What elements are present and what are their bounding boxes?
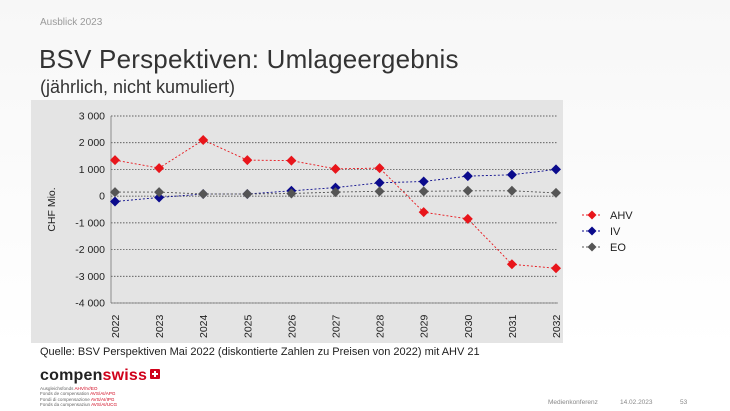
logo-line: Fondi di compensazione AVS/AI/IPG bbox=[40, 397, 160, 402]
data-point-iv bbox=[462, 171, 473, 182]
footer-page-number: 53 bbox=[680, 399, 688, 406]
data-point-eo bbox=[198, 189, 209, 200]
data-point-ahv bbox=[551, 263, 561, 274]
logo-line-text: Fonds de compensation bbox=[40, 391, 91, 397]
logo-line: Ausgleichsfonds AHV/IV/EO bbox=[40, 386, 160, 391]
y-tick-label: 3 000 bbox=[79, 111, 105, 123]
legend-label: EO bbox=[610, 242, 626, 254]
logo-word-a: compen bbox=[40, 367, 103, 384]
logo-line-text: Fondi di compensazione bbox=[40, 396, 91, 402]
data-point-ahv bbox=[198, 135, 209, 146]
x-tick-label: 2028 bbox=[375, 314, 387, 338]
data-point-ahv bbox=[242, 155, 253, 166]
x-tick-label: 2031 bbox=[507, 314, 519, 338]
footer-date: 14.02.2023 bbox=[620, 399, 653, 406]
series-line-ahv bbox=[114, 139, 557, 269]
data-point-ahv bbox=[418, 207, 429, 218]
swiss-cross-icon bbox=[150, 369, 161, 379]
y-tick-label: -1 000 bbox=[75, 217, 105, 229]
data-point-eo bbox=[242, 189, 253, 200]
logo-line-code: AHV/IV/EO bbox=[74, 386, 98, 391]
x-tick-label: 2025 bbox=[242, 314, 254, 338]
legend-marker bbox=[587, 242, 597, 252]
slide-subtitle: (jährlich, nicht kumuliert) bbox=[40, 77, 236, 97]
data-point-iv bbox=[418, 176, 429, 187]
y-tick-label: 2 000 bbox=[79, 137, 105, 149]
legend-label: IV bbox=[610, 226, 621, 238]
x-tick-label: 2030 bbox=[463, 314, 475, 338]
chart-legend: AHV IV EO bbox=[582, 210, 633, 254]
data-point-eo bbox=[374, 186, 385, 197]
y-tick-label: -3 000 bbox=[75, 271, 105, 283]
slide-title: BSV Perspektiven: Umlageergebnis bbox=[39, 44, 459, 74]
data-point-eo bbox=[154, 187, 165, 198]
x-tick-label: 2022 bbox=[110, 314, 122, 338]
legend-marker bbox=[587, 210, 597, 220]
legend-label: AHV bbox=[610, 210, 633, 222]
x-tick-label: 2023 bbox=[154, 314, 166, 338]
logo-wordmark: compenswiss bbox=[40, 367, 161, 385]
data-point-eo bbox=[551, 187, 561, 198]
logo-line-code: AVS/AI/APG bbox=[90, 391, 116, 397]
data-point-iv bbox=[551, 164, 561, 175]
compenswiss-logo: compenswiss Ausgleichsfonds AHV/IV/EO Fo… bbox=[40, 367, 161, 407]
data-point-eo bbox=[462, 185, 473, 196]
x-tick-label: 2029 bbox=[419, 314, 431, 338]
data-point-eo bbox=[418, 186, 429, 197]
data-point-eo bbox=[286, 188, 297, 199]
data-point-ahv bbox=[374, 163, 385, 174]
data-point-eo bbox=[330, 187, 341, 198]
logo-line-text: Fonds da cumpensaziun bbox=[40, 401, 92, 407]
logo-line: Fonds de compensation AVS/AI/APG bbox=[40, 391, 160, 396]
data-point-ahv bbox=[286, 155, 297, 166]
data-point-ahv bbox=[110, 155, 120, 166]
data-point-iv bbox=[374, 177, 385, 188]
logo-line-text: Ausgleichsfonds bbox=[40, 386, 75, 391]
data-point-ahv bbox=[330, 163, 341, 174]
logo-subtitle-lines: Ausgleichsfonds AHV/IV/EO Fonds de compe… bbox=[40, 386, 160, 407]
legend-marker bbox=[587, 226, 597, 236]
y-tick-label: 0 bbox=[99, 191, 105, 203]
logo-line-code: AVS/AI/IPG bbox=[90, 396, 115, 402]
x-tick-label: 2024 bbox=[198, 314, 210, 338]
line-chart: 3 000 2 000 1 000 0 -1 000 -2 000 -3 000 -4 000… bbox=[46, 111, 563, 339]
x-tick-label: 2026 bbox=[286, 314, 298, 338]
data-point-ahv bbox=[154, 163, 165, 174]
logo-line-code: AVS/AI/UCG bbox=[91, 401, 118, 407]
y-tick-label: -2 000 bbox=[75, 244, 105, 256]
data-point-ahv bbox=[462, 213, 473, 224]
chart-area: 3 000 2 000 1 000 0 -1 000 -2 000 -3 000 -4 000… bbox=[31, 100, 563, 343]
logo-line: Fonds da cumpensaziun AVS/AI/UCG bbox=[40, 402, 160, 407]
data-point-eo bbox=[110, 187, 120, 198]
data-point-iv bbox=[154, 192, 165, 203]
x-tick-label: 2027 bbox=[331, 314, 343, 338]
x-tick-label: 2032 bbox=[551, 314, 563, 338]
source-note: Quelle: BSV Perspektiven Mai 2022 (disko… bbox=[40, 346, 480, 358]
y-axis-label: CHF Mio. bbox=[46, 187, 58, 231]
footer-event: Medienkonferenz bbox=[548, 399, 598, 406]
y-tick-label: 1 000 bbox=[79, 164, 105, 176]
data-point-iv bbox=[110, 196, 120, 207]
data-point-ahv bbox=[506, 259, 517, 270]
data-point-iv bbox=[506, 169, 517, 180]
y-tick-label: -4 000 bbox=[75, 298, 105, 310]
logo-word-b: swiss bbox=[102, 367, 148, 384]
data-point-eo bbox=[506, 185, 517, 196]
kicker-label: Ausblick 2023 bbox=[40, 17, 103, 28]
